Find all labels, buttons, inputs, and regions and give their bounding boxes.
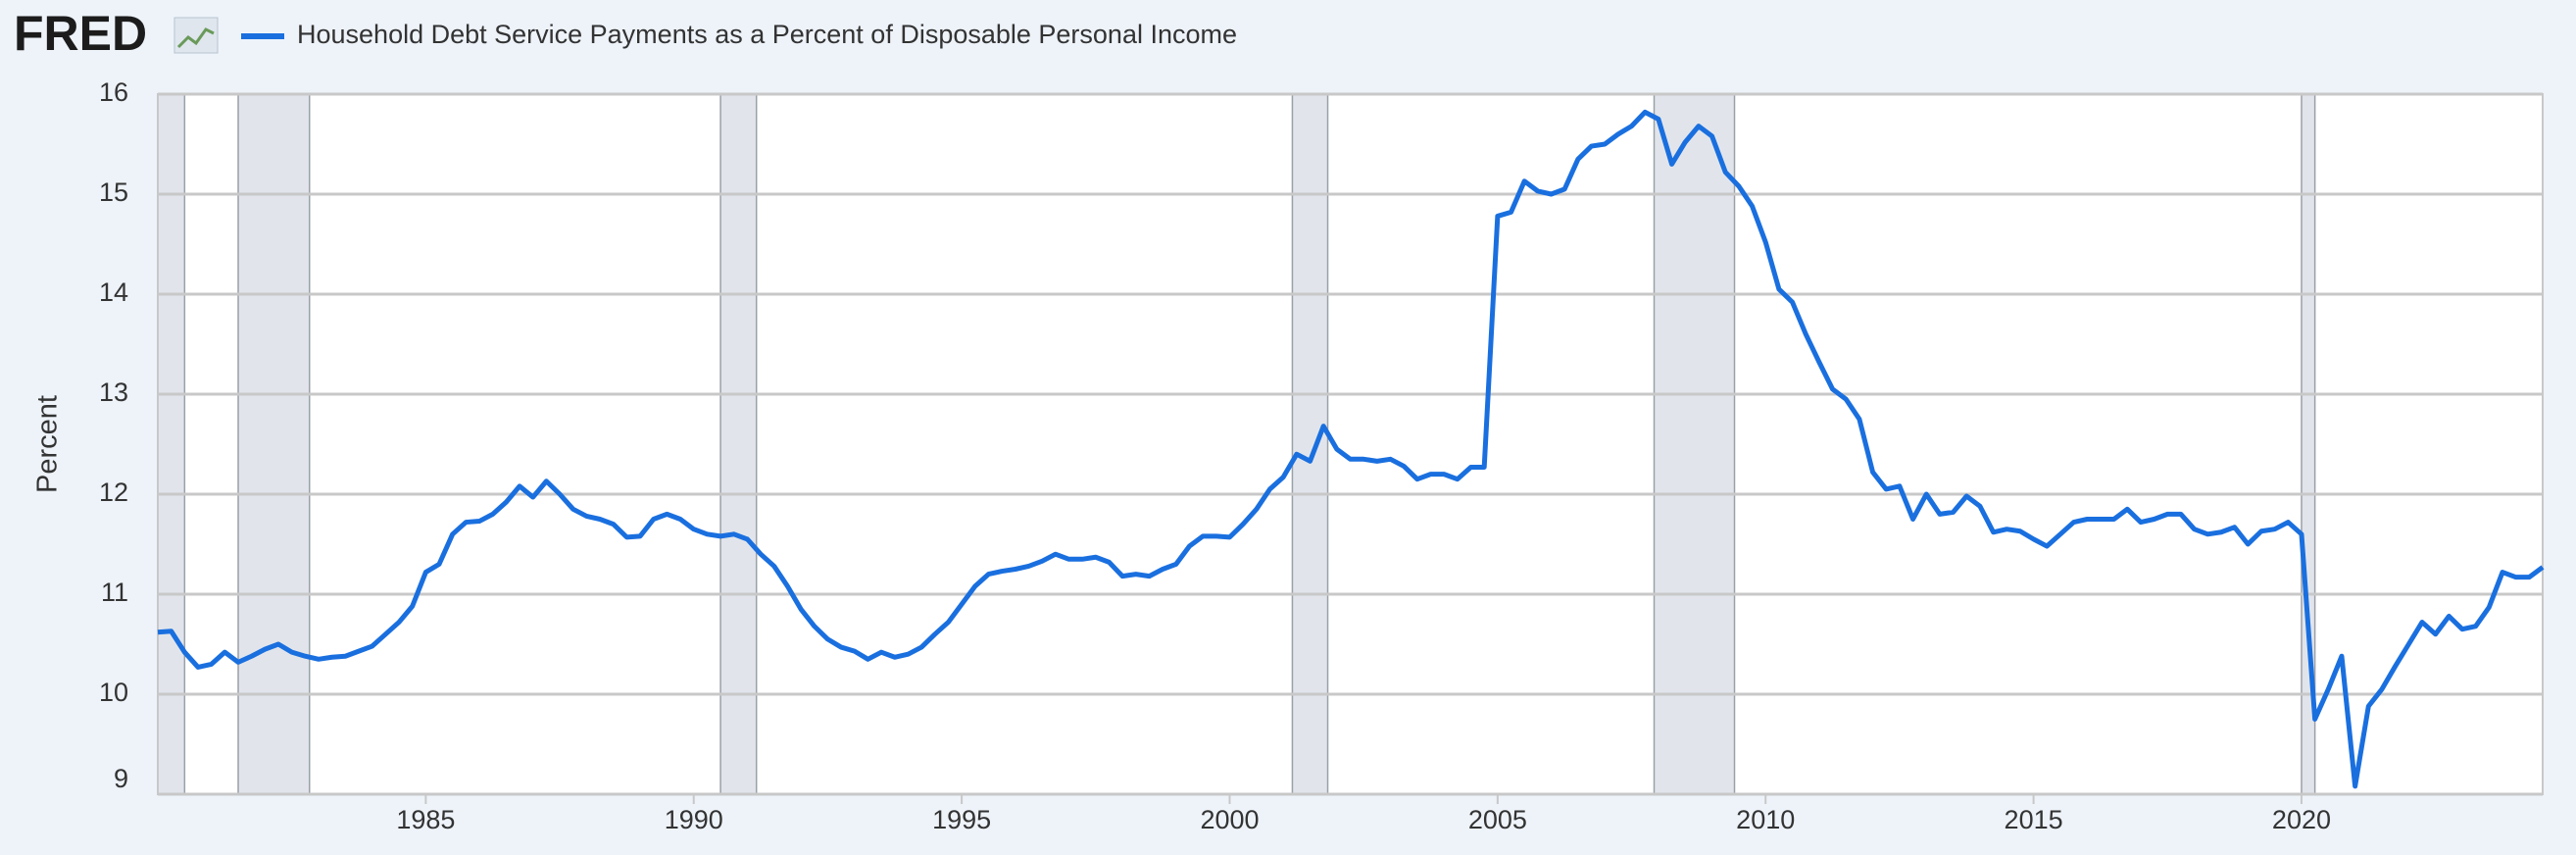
y-tick-label: 16 [99,77,128,107]
y-tick-label: 15 [99,177,128,207]
y-axis-label: Percent [32,395,64,493]
recession-band [1291,93,1329,795]
x-tick-label: 2005 [1468,805,1527,834]
y-tick-label: 12 [99,478,128,507]
x-tick-label: 1995 [932,805,991,834]
recession-band [237,93,311,795]
recession-band [157,93,186,795]
x-tick-label: 1990 [665,805,723,834]
plot-border [157,93,2544,795]
x-tick-label: 1985 [396,805,455,834]
x-tick-label: 2015 [2005,805,2063,834]
y-tick-label: 14 [99,277,128,307]
logo-icon-frame [173,17,219,54]
logo: FRED [14,6,147,61]
chart-title: Household Debt Service Payments as a Per… [297,20,1237,49]
recession-band [719,93,758,795]
x-tick-label: 2000 [1200,805,1259,834]
recession-band [1653,93,1736,795]
data-line [157,109,2545,789]
logo-icon-line [176,27,215,49]
y-tick-label: 11 [101,578,128,607]
x-tick-label: 2020 [2272,805,2331,834]
plot-area [158,94,2543,794]
logo-icon [173,17,219,54]
x-tick-label: 2010 [1736,805,1795,834]
y-tick-label: 13 [99,377,128,407]
y-tick-label: 9 [114,764,128,793]
y-tick-label: 10 [99,678,128,707]
